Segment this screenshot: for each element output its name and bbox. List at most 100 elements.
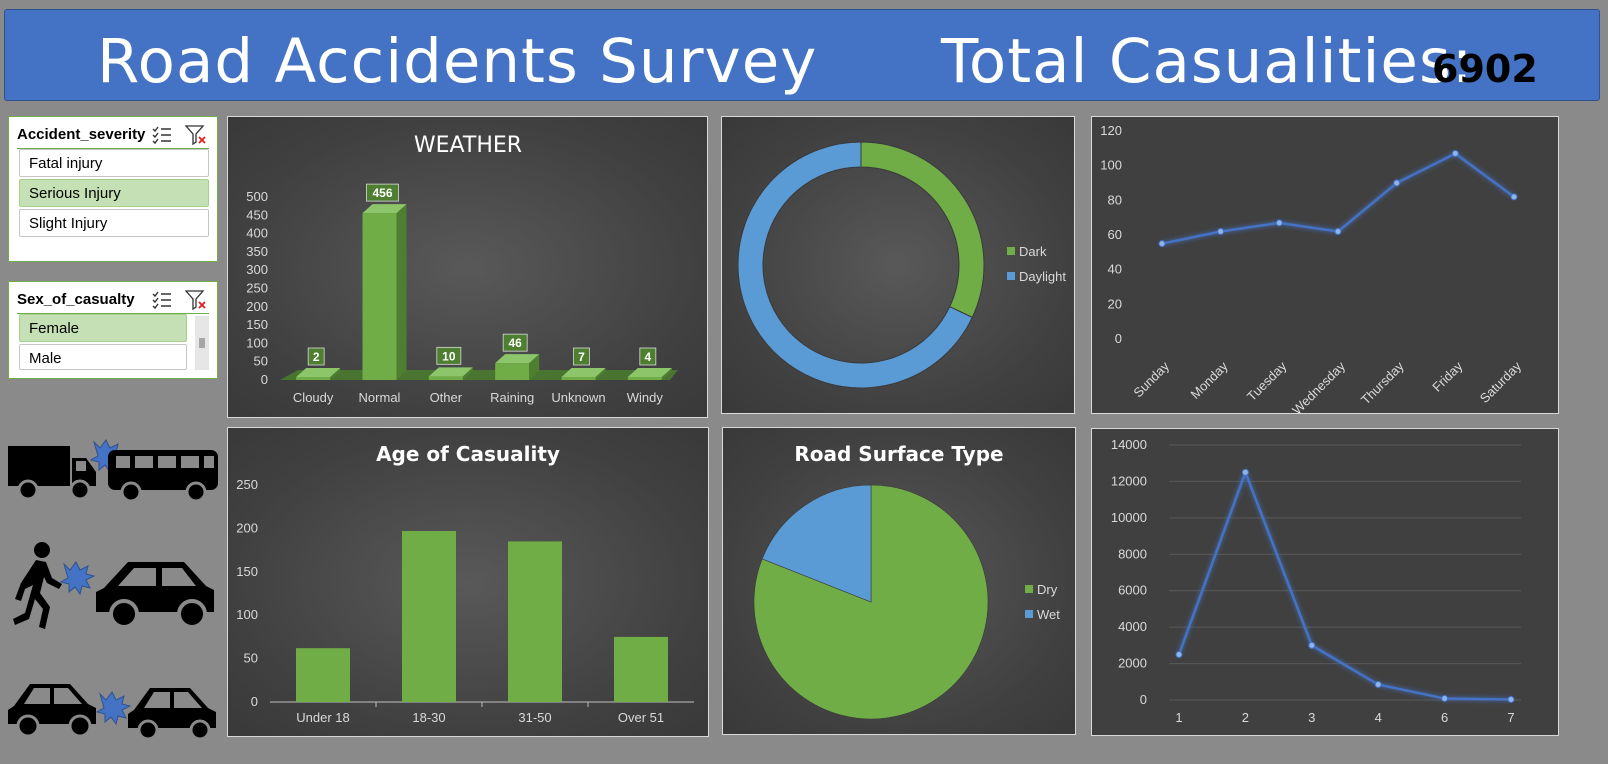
data-label-box: [573, 347, 590, 366]
y-tick-label: 0: [261, 372, 268, 387]
car-car-collision-icon: [8, 684, 216, 740]
y-tick-label: 0: [1140, 692, 1147, 707]
multi-select-icon[interactable]: [151, 124, 173, 146]
y-tick-label: 100: [246, 335, 268, 350]
light-conditions-donut-chart: Dark Daylight: [721, 116, 1075, 414]
legend-label: Dark: [1019, 244, 1047, 259]
y-tick-label: 0: [251, 694, 258, 709]
y-tick-label: 450: [246, 207, 268, 222]
slicer-title: Sex_of_casualty: [17, 291, 135, 308]
slicer-item-fatal-injury[interactable]: Fatal injury: [19, 149, 209, 177]
chart-title: WEATHER: [414, 133, 522, 158]
y-tick-label: 50: [254, 354, 268, 369]
legend-label: Daylight: [1019, 269, 1066, 284]
weather-chart: WEATHER 0 50 100 150 200 250 300 350 400 450 500 2 Cl…: [227, 116, 708, 418]
x-tick-label: Tuesday: [1244, 358, 1290, 404]
slicer-item-female[interactable]: Female: [19, 314, 187, 342]
day-of-week-line-chart: 0 20 40 60 80 100 120 Sunday Monday Tuesday Wednes…: [1091, 116, 1559, 415]
donut-chart-svg: Dark Daylight: [737, 141, 1066, 389]
road-surface-pie-chart: Road Surface Type Dry Wet: [722, 427, 1076, 735]
legend-swatch: [1007, 272, 1015, 280]
slicer-header: Accident_severity: [17, 122, 209, 149]
slicer-item-male[interactable]: Male: [19, 344, 187, 370]
y-tick-label: 100: [1100, 158, 1122, 173]
y-tick-label: 300: [246, 262, 268, 277]
y-tick-label: 500: [246, 189, 268, 204]
slicer-title: Accident_severity: [17, 126, 146, 143]
x-tick-label: Sunday: [1130, 358, 1172, 400]
weather-chart-svg: WEATHER 0 50 100 150 200 250 300 350 400 450 500 2 Cl…: [246, 133, 678, 405]
weather-bar: [627, 377, 662, 380]
data-point: [1308, 641, 1316, 649]
weather-bar: [362, 213, 397, 380]
data-point: [1175, 650, 1183, 658]
data-label: 4: [644, 350, 651, 364]
y-tick-label: 10000: [1111, 510, 1147, 525]
x-tick-label: 7: [1507, 710, 1514, 725]
multi-select-icon[interactable]: [151, 289, 173, 311]
weather-bar: [495, 363, 530, 380]
x-tick-label: 18-30: [412, 710, 445, 725]
age-chart-svg: Age of Casuality 0 50 100 150 200 250 Under 18 1…: [236, 442, 694, 725]
data-point: [1393, 179, 1401, 187]
slicer-item-serious-injury[interactable]: Serious Injury: [19, 179, 209, 207]
weather-bar: [561, 377, 596, 380]
data-label: 7: [578, 350, 585, 364]
weather-bar: [296, 377, 331, 380]
legend-swatch: [1007, 247, 1015, 255]
x-tick-label: Thursday: [1358, 358, 1407, 407]
weather-bar-side: [330, 368, 341, 380]
age-bar: [402, 531, 456, 702]
pie-slice: [761, 484, 872, 603]
data-label: 2: [313, 350, 320, 364]
weather-bar-top: [362, 204, 407, 214]
y-tick-label: 250: [236, 477, 258, 492]
data-label-box: [366, 183, 399, 202]
data-point: [1217, 228, 1225, 236]
y-tick-label: 0: [1115, 331, 1122, 346]
legend-swatch: [1025, 610, 1033, 618]
x-tick-label: Wednesday: [1289, 358, 1348, 415]
x-tick-label: 1: [1175, 710, 1182, 725]
data-point: [1507, 695, 1515, 703]
x-tick-label: 2: [1242, 710, 1249, 725]
x-tick-label: Unknown: [551, 390, 605, 405]
series-line: [1177, 468, 1512, 701]
data-label: 10: [442, 349, 456, 363]
weather-bar-side: [661, 368, 672, 380]
x-tick-label: Cloudy: [293, 390, 334, 405]
legend-label: Wet: [1037, 607, 1060, 622]
slicer-scrollbar[interactable]: [195, 316, 209, 370]
dashboard-header: Road Accidents Survey Total Casualities:…: [4, 9, 1600, 101]
age-bar: [296, 648, 350, 702]
legend-label: Dry: [1037, 582, 1058, 597]
age-of-casualty-chart: Age of Casuality 0 50 100 150 200 250 Under 18 1…: [227, 427, 709, 737]
clear-filter-icon[interactable]: [185, 124, 207, 146]
data-point: [1510, 193, 1518, 201]
y-tick-label: 6000: [1118, 583, 1147, 598]
y-tick-label: 350: [246, 244, 268, 259]
x-tick-label: Windy: [627, 390, 664, 405]
chart-title: Age of Casuality: [376, 442, 560, 466]
x-tick-label: Saturday: [1477, 358, 1525, 406]
pie-slice: [753, 484, 989, 720]
clear-filter-icon[interactable]: [185, 289, 207, 311]
x-tick-label: Over 51: [618, 710, 664, 725]
legend-swatch: [1025, 585, 1033, 593]
truck-bus-collision-icon: [8, 439, 218, 503]
data-label-box: [307, 347, 325, 366]
data-point: [1275, 219, 1283, 227]
y-tick-label: 80: [1108, 192, 1122, 207]
y-tick-label: 150: [236, 564, 258, 579]
slicer-item-slight-injury[interactable]: Slight Injury: [19, 209, 209, 237]
x-tick-label: Other: [430, 390, 463, 405]
scrollbar-thumb[interactable]: [199, 338, 205, 348]
weather-bar: [428, 376, 463, 380]
y-tick-label: 20: [1108, 296, 1122, 311]
donut-segment: [737, 141, 973, 389]
y-tick-label: 14000: [1111, 437, 1147, 452]
data-label-box: [639, 347, 657, 366]
x-tick-label: Monday: [1187, 358, 1231, 402]
data-point: [1241, 468, 1249, 476]
weather-bar-top: [495, 354, 540, 364]
